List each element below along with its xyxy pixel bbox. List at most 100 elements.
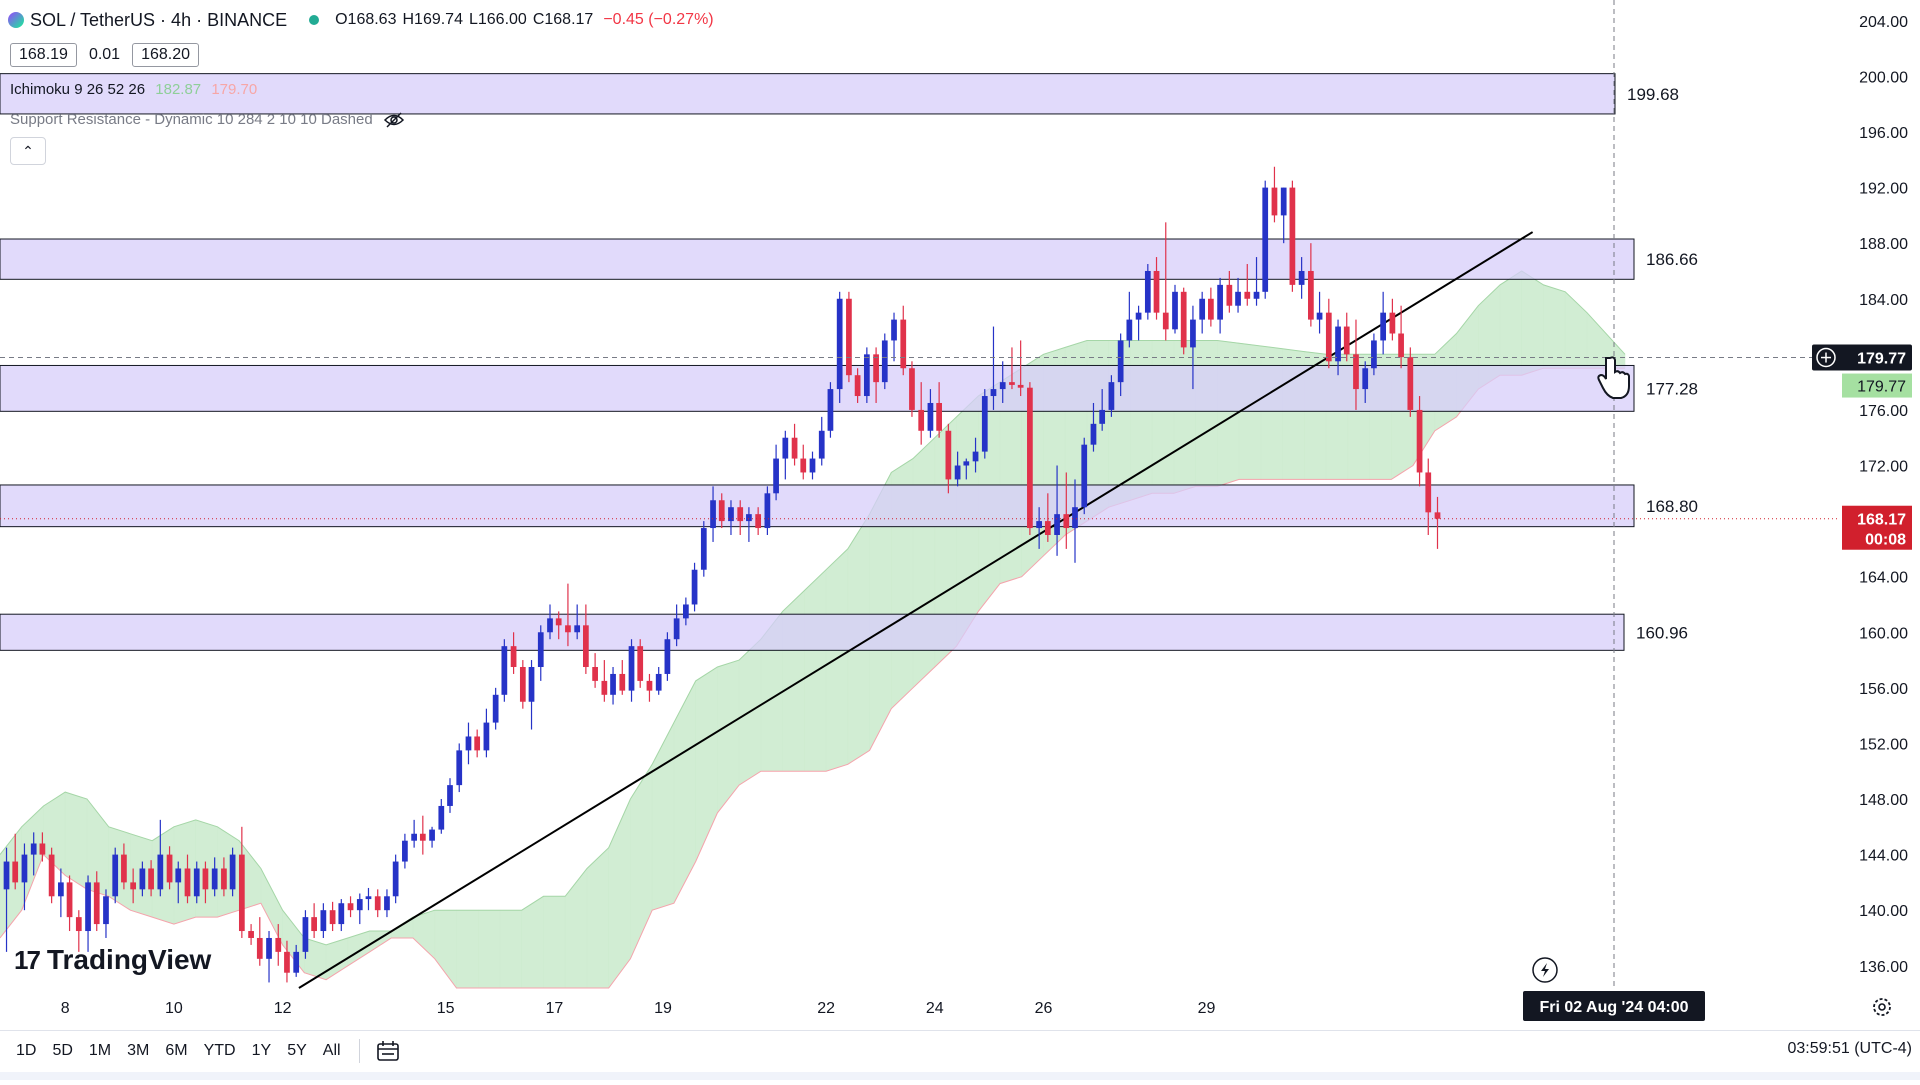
- candle-body-up[interactable]: [1335, 326, 1341, 362]
- symbol-title[interactable]: SOL / TetherUS · 4h · BINANCE: [30, 9, 288, 30]
- candle-body-up[interactable]: [891, 319, 897, 341]
- candle-body-up[interactable]: [1099, 409, 1106, 424]
- range-1d-button[interactable]: 1D: [16, 1042, 37, 1059]
- candle-body-down[interactable]: [130, 882, 137, 890]
- candle-body-down[interactable]: [619, 673, 626, 691]
- candle-body-up[interactable]: [700, 528, 707, 570]
- candle-body-up[interactable]: [338, 903, 345, 925]
- candle-body-up[interactable]: [999, 382, 1006, 390]
- candle-body-down[interactable]: [646, 680, 653, 691]
- candle-body-up[interactable]: [1217, 284, 1223, 320]
- chart-clock[interactable]: 03:59:51 (UTC-4): [1787, 1040, 1913, 1057]
- candle-body-up[interactable]: [1253, 291, 1260, 299]
- buy-price-button[interactable]: 168.20: [132, 43, 200, 67]
- candle-body-down[interactable]: [1208, 298, 1214, 320]
- candle-body-down[interactable]: [873, 354, 879, 383]
- candle-body-down[interactable]: [936, 402, 942, 431]
- candle-body-down[interactable]: [1017, 384, 1024, 388]
- candle-body-up[interactable]: [1117, 340, 1124, 383]
- candle-body-down[interactable]: [592, 667, 598, 681]
- candle-body-up[interactable]: [1036, 521, 1042, 529]
- candle-body-down[interactable]: [202, 868, 209, 890]
- candle-body-up[interactable]: [384, 896, 390, 911]
- candle-body-up[interactable]: [438, 805, 445, 830]
- candle-body-down[interactable]: [510, 646, 517, 668]
- candle-body-up[interactable]: [392, 861, 399, 897]
- candle-body-up[interactable]: [827, 389, 834, 431]
- candle-body-up[interactable]: [710, 500, 716, 529]
- candle-body-down[interactable]: [347, 903, 354, 911]
- candle-body-down[interactable]: [248, 931, 254, 938]
- eye-crossed-icon[interactable]: [383, 111, 405, 128]
- candle-body-down[interactable]: [238, 854, 245, 932]
- candle-body-up[interactable]: [537, 632, 544, 668]
- candle-body-down[interactable]: [48, 854, 55, 897]
- candle-body-up[interactable]: [21, 854, 28, 883]
- candle-body-down[interactable]: [419, 833, 426, 841]
- candle-body-down[interactable]: [166, 854, 173, 883]
- candle-body-up[interactable]: [211, 868, 218, 890]
- candle-body-down[interactable]: [900, 319, 907, 369]
- sr-zone[interactable]: [0, 73, 1616, 115]
- candle-body-down[interactable]: [75, 917, 82, 932]
- candle-body-down[interactable]: [1325, 312, 1332, 362]
- candle-body-down[interactable]: [800, 458, 807, 473]
- candle-body-up[interactable]: [574, 625, 581, 633]
- candle-body-up[interactable]: [683, 604, 689, 619]
- candle-body-up[interactable]: [501, 646, 508, 695]
- candle-body-up[interactable]: [492, 694, 499, 723]
- candle-body-up[interactable]: [1090, 423, 1097, 445]
- candle-body-down[interactable]: [256, 937, 263, 959]
- collapse-legend-button[interactable]: ⌃: [10, 137, 46, 165]
- candle-body-up[interactable]: [655, 673, 662, 691]
- candle-body-up[interactable]: [85, 882, 91, 932]
- candle-body-down[interactable]: [1044, 521, 1051, 535]
- ichimoku-legend[interactable]: Ichimoku 9 26 52 26 182.87 179.70: [10, 81, 257, 98]
- candle-body-down[interactable]: [1063, 514, 1070, 529]
- candle-body-up[interactable]: [402, 840, 408, 862]
- candle-body-up[interactable]: [103, 896, 109, 925]
- sr-zone[interactable]: [0, 484, 1635, 528]
- candle-body-up[interactable]: [411, 833, 417, 841]
- candle-body-down[interactable]: [184, 868, 191, 897]
- candle-body-down[interactable]: [565, 625, 571, 633]
- lightning-icon[interactable]: [1532, 957, 1558, 983]
- candle-body-up[interactable]: [664, 639, 671, 674]
- candle-body-up[interactable]: [990, 389, 997, 397]
- candle-body-down[interactable]: [945, 430, 952, 480]
- candle-body-down[interactable]: [1226, 284, 1233, 306]
- range-3m-button[interactable]: 3M: [127, 1042, 150, 1059]
- candle-body-down[interactable]: [718, 500, 725, 522]
- candle-body-down[interactable]: [555, 618, 562, 626]
- candle-body-up[interactable]: [1144, 270, 1151, 313]
- candle-body-down[interactable]: [791, 437, 798, 459]
- candle-body-down[interactable]: [121, 854, 127, 883]
- candle-body-down[interactable]: [374, 896, 381, 911]
- candle-body-down[interactable]: [1162, 312, 1169, 330]
- candle-body-up[interactable]: [1199, 298, 1206, 320]
- candle-body-up[interactable]: [628, 646, 635, 691]
- candle-body-up[interactable]: [112, 854, 119, 897]
- candle-body-up[interactable]: [229, 854, 236, 890]
- candle-body-down[interactable]: [1153, 270, 1160, 313]
- candle-body-up[interactable]: [1316, 312, 1323, 320]
- candle-body-up[interactable]: [1172, 291, 1178, 330]
- candle-body-down[interactable]: [1271, 187, 1278, 216]
- range-6m-button[interactable]: 6M: [165, 1042, 188, 1059]
- candle-body-down[interactable]: [329, 910, 336, 925]
- candle-body-up[interactable]: [963, 461, 970, 466]
- candle-body-up[interactable]: [1190, 319, 1196, 348]
- candle-body-up[interactable]: [193, 868, 200, 897]
- candle-body-up[interactable]: [1235, 291, 1241, 306]
- candle-body-down[interactable]: [1407, 357, 1414, 410]
- candle-body-down[interactable]: [66, 882, 73, 918]
- candle-body-up[interactable]: [365, 896, 372, 900]
- add-alert-icon[interactable]: [1816, 347, 1836, 368]
- candle-body-up[interactable]: [673, 618, 680, 640]
- candle-body-up[interactable]: [773, 458, 779, 494]
- candle-body-down[interactable]: [637, 646, 644, 681]
- candle-body-up[interactable]: [1054, 514, 1060, 535]
- candle-body-down[interactable]: [1289, 187, 1296, 285]
- range-5d-button[interactable]: 5D: [52, 1042, 73, 1059]
- candle-body-down[interactable]: [1308, 270, 1314, 320]
